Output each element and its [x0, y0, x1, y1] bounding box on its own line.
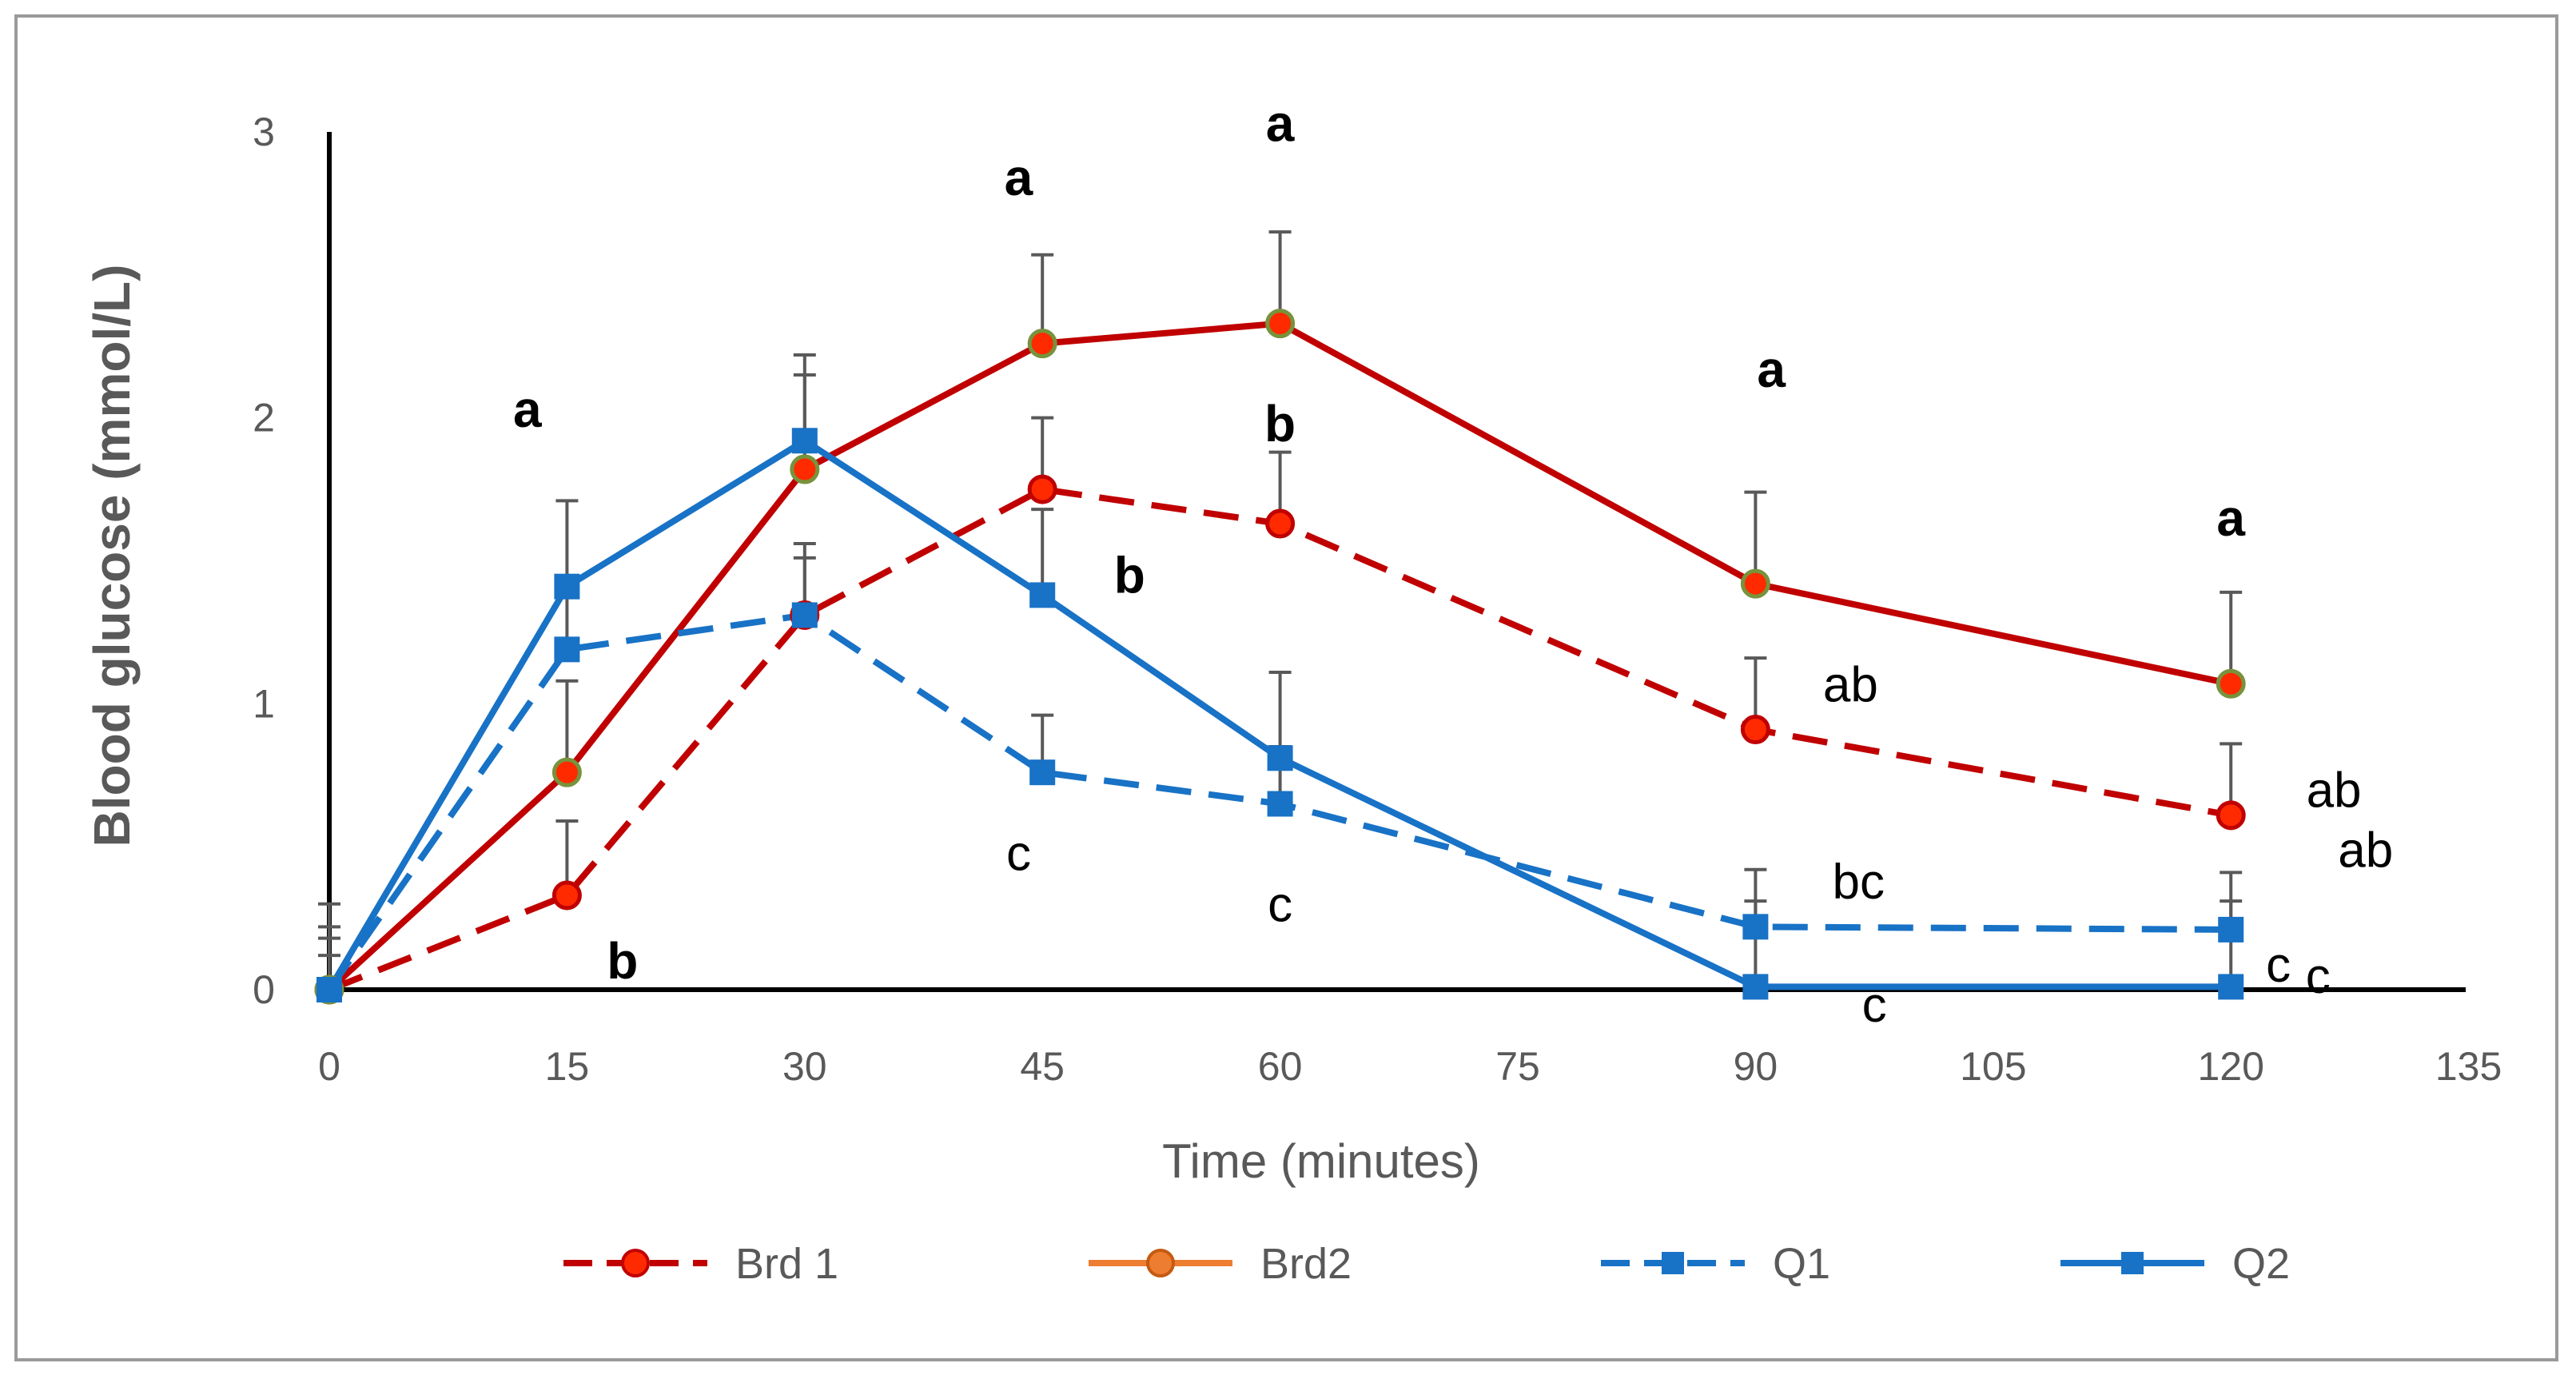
legend-label: Q2	[2232, 1240, 2290, 1288]
significance-label: ab	[2338, 823, 2393, 879]
x-tick-label: 0	[318, 1044, 340, 1089]
y-axis-title: Blood glucose (mmol/L)	[83, 265, 141, 847]
significance-label: a	[513, 381, 542, 438]
data-point	[2218, 974, 2244, 1000]
axes	[327, 132, 2466, 992]
data-point	[1265, 508, 1296, 539]
data-point	[1742, 974, 1769, 1000]
x-tick-label: 120	[2197, 1044, 2263, 1089]
legend-label: Brd2	[1260, 1240, 1352, 1288]
data-point	[2216, 668, 2246, 699]
series-markers	[314, 309, 2246, 1005]
x-tick-label: 15	[545, 1044, 590, 1089]
data-point	[1027, 329, 1057, 359]
legend-marker	[1146, 1249, 1175, 1277]
x-axis-title: Time (minutes)	[1162, 1134, 1480, 1188]
data-point	[2216, 800, 2246, 831]
legend-marker	[1662, 1252, 1684, 1274]
chart-frame	[14, 14, 2558, 1361]
data-point	[1742, 914, 1769, 940]
data-point	[554, 636, 580, 663]
x-tick-label: 90	[1734, 1044, 1778, 1089]
data-point	[1265, 309, 1296, 339]
significance-label: b	[1114, 546, 1145, 604]
data-point	[1267, 791, 1293, 817]
data-point	[2218, 916, 2244, 943]
data-point	[551, 880, 582, 911]
legend-label: Brd 1	[735, 1240, 838, 1288]
significance-label: c	[2306, 949, 2331, 1004]
data-point	[790, 454, 820, 484]
significance-label: ab	[1823, 657, 1878, 712]
legend-marker	[2121, 1252, 2144, 1274]
data-point	[1027, 474, 1057, 504]
data-point	[791, 602, 818, 628]
data-point	[1267, 745, 1293, 771]
x-tick-label: 105	[1960, 1044, 2026, 1089]
data-point	[791, 428, 818, 454]
y-tick-label: 3	[253, 110, 275, 154]
y-tick-label: 0	[253, 967, 275, 1012]
legend: Brd 1 Brd2 Q1 Q2	[563, 1240, 2290, 1288]
x-tick-label: 45	[1020, 1044, 1065, 1089]
significance-label: a	[1005, 149, 1033, 206]
significance-label: a	[1266, 94, 1295, 152]
significance-label: b	[1264, 395, 1296, 452]
data-point	[1029, 582, 1056, 608]
data-point	[317, 977, 342, 1002]
legend-label: Q1	[1773, 1240, 1830, 1288]
y-tick-label: 1	[253, 681, 275, 726]
x-tick-label: 30	[782, 1044, 827, 1089]
significance-label: c	[1006, 826, 1031, 881]
data-point	[1740, 568, 1770, 599]
x-tick-label: 75	[1495, 1044, 1540, 1089]
x-tick-label: 135	[2435, 1044, 2502, 1089]
error-bars	[318, 230, 2243, 990]
significance-label: c	[2266, 938, 2291, 993]
legend-marker	[621, 1249, 650, 1277]
data-point	[554, 573, 580, 600]
significance-label: c	[1862, 978, 1887, 1033]
y-tick-label: 2	[253, 396, 275, 440]
significance-label: a	[1757, 341, 1786, 398]
tick-labels: 0 15 30 45 60 75 90 105 120 135 0 1 2 3	[253, 110, 2502, 1089]
data-point	[1029, 759, 1056, 786]
significance-label: ab	[2307, 763, 2362, 819]
significance-label: c	[1268, 878, 1292, 933]
significance-label: b	[607, 932, 638, 990]
x-tick-label: 60	[1258, 1044, 1303, 1089]
data-point	[551, 757, 582, 787]
significance-label: a	[2216, 489, 2245, 547]
significance-label: bc	[1833, 855, 1885, 910]
data-point	[1740, 715, 1770, 745]
